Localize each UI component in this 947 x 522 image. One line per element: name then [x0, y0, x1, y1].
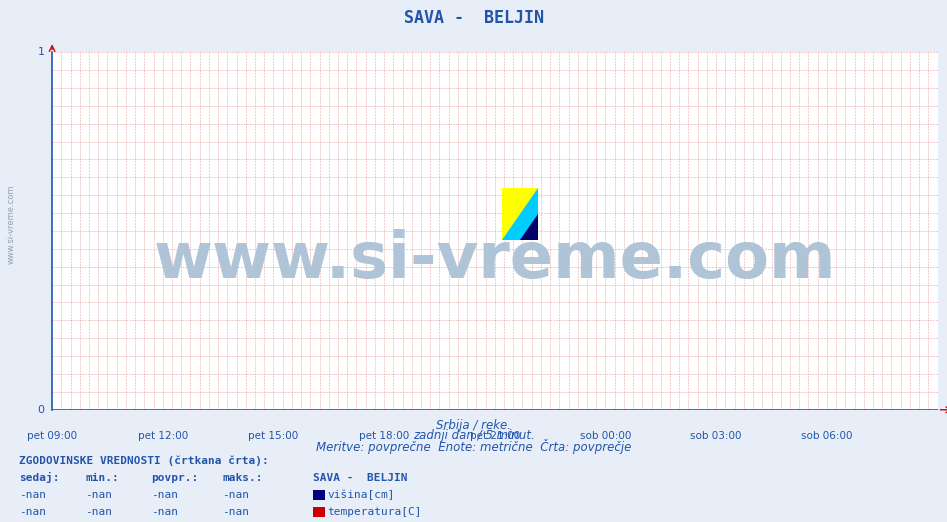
Text: -nan: -nan — [223, 490, 250, 500]
Text: sob 03:00: sob 03:00 — [690, 431, 742, 441]
Text: SAVA -  BELJIN: SAVA - BELJIN — [313, 472, 407, 483]
Text: pet 21:00: pet 21:00 — [470, 431, 520, 441]
Text: -nan: -nan — [19, 507, 46, 517]
Text: -nan: -nan — [85, 507, 113, 517]
Text: maks.:: maks.: — [223, 472, 263, 483]
Text: pet 18:00: pet 18:00 — [359, 431, 409, 441]
Text: 1: 1 — [38, 47, 45, 57]
Text: www.si-vreme.com: www.si-vreme.com — [153, 229, 836, 291]
Text: pet 12:00: pet 12:00 — [137, 431, 188, 441]
Text: 0: 0 — [38, 405, 45, 415]
Text: Meritve: povprečne  Enote: metrične  Črta: povprečje: Meritve: povprečne Enote: metrične Črta:… — [315, 439, 632, 454]
Text: -nan: -nan — [152, 507, 179, 517]
Text: sob 00:00: sob 00:00 — [580, 431, 632, 441]
Text: višina[cm]: višina[cm] — [328, 490, 395, 500]
Polygon shape — [502, 188, 538, 240]
Text: povpr.:: povpr.: — [152, 472, 199, 483]
Text: Srbija / reke.: Srbija / reke. — [436, 419, 511, 432]
Text: SAVA -  BELJIN: SAVA - BELJIN — [403, 9, 544, 27]
Text: temperatura[C]: temperatura[C] — [328, 507, 422, 517]
Text: zadnji dan / 5 minut.: zadnji dan / 5 minut. — [413, 430, 534, 442]
Text: -nan: -nan — [85, 490, 113, 500]
Text: min.:: min.: — [85, 472, 119, 483]
Text: -nan: -nan — [152, 490, 179, 500]
Polygon shape — [520, 214, 538, 240]
Text: pet 15:00: pet 15:00 — [248, 431, 298, 441]
Text: pet 09:00: pet 09:00 — [27, 431, 77, 441]
Text: sob 06:00: sob 06:00 — [801, 431, 852, 441]
Text: sedaj:: sedaj: — [19, 472, 60, 483]
Text: -nan: -nan — [19, 490, 46, 500]
Text: ZGODOVINSKE VREDNOSTI (črtkana črta):: ZGODOVINSKE VREDNOSTI (črtkana črta): — [19, 455, 269, 466]
Text: www.si-vreme.com: www.si-vreme.com — [7, 185, 16, 264]
Text: -nan: -nan — [223, 507, 250, 517]
